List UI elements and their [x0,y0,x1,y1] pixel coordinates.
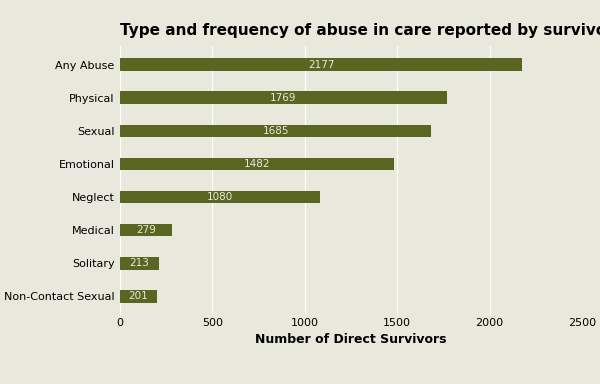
X-axis label: Number of Direct Survivors: Number of Direct Survivors [255,333,447,346]
Text: 279: 279 [136,225,156,235]
Bar [120,290,157,303]
Bar [120,91,447,104]
Text: Type and frequency of abuse in care reported by survivors: Type and frequency of abuse in care repo… [120,23,600,38]
Bar [120,58,523,71]
Text: 201: 201 [128,291,148,301]
Bar [120,124,431,137]
Bar [120,158,394,170]
Text: 2177: 2177 [308,60,334,70]
Bar [120,224,172,237]
Text: 1482: 1482 [244,159,270,169]
Bar [120,191,320,203]
Bar [120,257,160,270]
Text: 1769: 1769 [270,93,297,103]
Text: 1080: 1080 [206,192,233,202]
Text: 213: 213 [130,258,149,268]
Text: 1685: 1685 [262,126,289,136]
